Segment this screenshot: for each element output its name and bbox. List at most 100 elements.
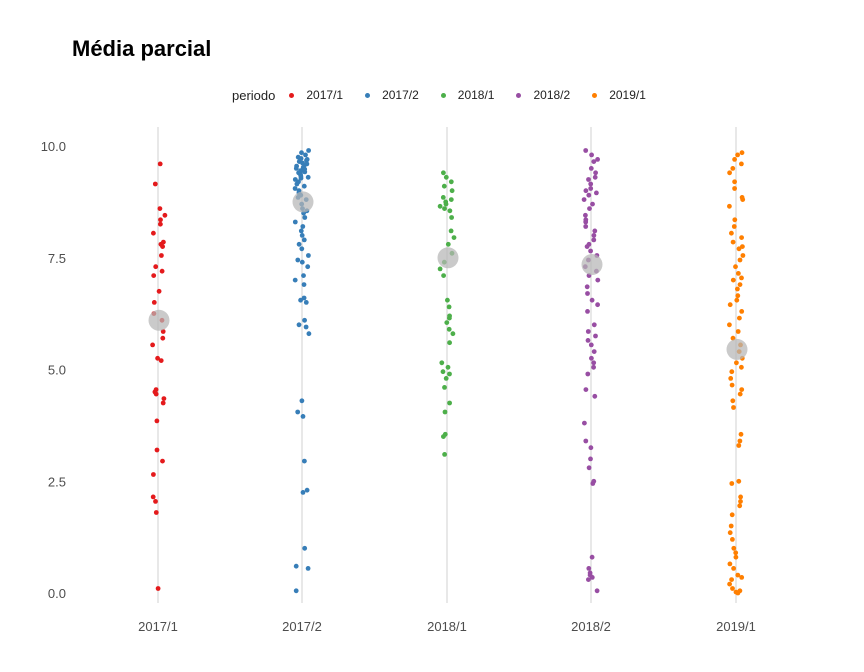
data-point (296, 322, 302, 328)
data-point (583, 148, 589, 153)
data-point (727, 581, 732, 587)
grid-lines (157, 127, 737, 603)
data-point (151, 230, 156, 236)
data-point (730, 537, 735, 542)
legend-label: 2018/1 (457, 88, 495, 102)
data-point (302, 458, 307, 464)
data-point (740, 244, 745, 250)
data-point (299, 398, 305, 404)
data-point (591, 159, 597, 165)
data-point (727, 302, 733, 308)
data-point (449, 188, 455, 194)
data-point (739, 364, 744, 370)
data-point (306, 148, 311, 153)
data-point (739, 275, 744, 281)
data-point (738, 431, 744, 437)
data-point (442, 452, 447, 457)
data-point (158, 221, 163, 227)
data-point (729, 512, 735, 518)
data-point (448, 179, 454, 185)
data-point (439, 360, 445, 366)
chart-title: Média parcial (72, 36, 212, 61)
data-point (302, 317, 307, 323)
data-point (159, 268, 165, 274)
x-tick-label: 2018/1 (427, 619, 467, 634)
legend-entries: 2017/1 2017/2 2018/1 2018/2 2019/1 (289, 88, 668, 102)
x-tick-label: 2019/1 (716, 619, 756, 634)
data-point (293, 588, 299, 594)
legend-label: 2017/1 (306, 88, 344, 102)
data-point (447, 400, 452, 406)
data-point (736, 271, 741, 276)
data-point (441, 434, 446, 439)
data-point (160, 458, 165, 464)
data-point (443, 376, 449, 381)
data-point (731, 566, 736, 571)
legend-dot (592, 92, 598, 98)
data-point (157, 206, 163, 212)
data-point (153, 499, 158, 504)
data-point (306, 331, 312, 337)
data-point (729, 577, 734, 582)
legend-dot (516, 92, 522, 98)
data-point (302, 215, 308, 220)
data-point (158, 217, 163, 223)
data-point (737, 315, 742, 321)
data-point (595, 277, 601, 283)
data-point (736, 478, 742, 484)
data-point (447, 371, 452, 377)
data-point (585, 338, 591, 343)
data-point (292, 277, 298, 283)
data-point (162, 212, 168, 218)
data-point (160, 244, 166, 250)
data-point (730, 398, 736, 404)
data-point (298, 175, 304, 181)
data-point (586, 192, 592, 198)
data-point (727, 322, 732, 328)
data-point (158, 358, 164, 363)
data-point (735, 286, 740, 292)
data-point (737, 438, 743, 444)
data-point (302, 545, 308, 551)
data-point (451, 235, 457, 241)
data-point (294, 181, 300, 187)
data-point (733, 550, 739, 556)
data-point (299, 150, 304, 156)
legend-label: 2019/1 (609, 88, 646, 102)
data-point (732, 179, 737, 185)
data-point (437, 203, 443, 209)
data-point (292, 219, 298, 225)
data-point (739, 575, 745, 580)
data-point (301, 282, 307, 287)
data-point (586, 566, 592, 571)
data-point (446, 304, 452, 310)
data-point (732, 217, 738, 223)
data-point (151, 273, 157, 278)
data-point (731, 545, 737, 551)
legend-entry: 2018/2 (516, 88, 570, 102)
data-point (292, 186, 298, 191)
data-point (299, 259, 305, 265)
data-point (301, 295, 307, 301)
data-point (590, 201, 595, 207)
data-point (303, 152, 308, 158)
data-point (733, 554, 739, 560)
data-point (593, 333, 598, 339)
mean-marker (148, 309, 170, 331)
data-point (300, 490, 306, 495)
data-point (293, 563, 299, 569)
data-point (591, 364, 596, 370)
data-point (733, 264, 738, 270)
y-tick-label: 5.0 (48, 363, 66, 378)
data-point (588, 166, 594, 171)
data-point (444, 320, 450, 325)
data-points (150, 148, 746, 596)
mean-marker (581, 254, 603, 275)
data-point (591, 233, 597, 238)
data-point (303, 324, 309, 330)
data-point (305, 566, 311, 571)
data-point (729, 369, 735, 375)
data-point (595, 157, 600, 162)
data-point (437, 266, 443, 272)
